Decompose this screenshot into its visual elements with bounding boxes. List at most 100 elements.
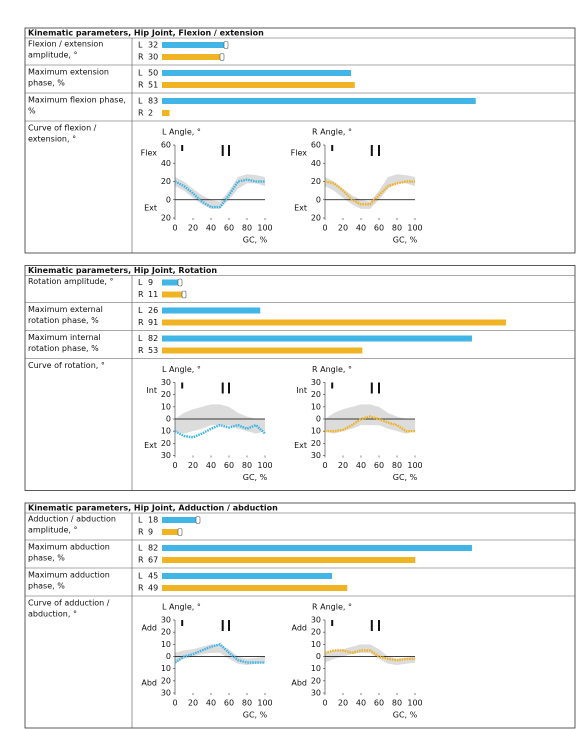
side-value: 26 — [148, 306, 158, 315]
y-tick-label: 30 — [311, 451, 321, 460]
norm-band — [175, 174, 265, 209]
norm-band — [325, 644, 415, 666]
norm-band — [175, 644, 265, 666]
row-label: Maximum adduction — [28, 571, 110, 580]
x-tick-label: 20 — [188, 699, 198, 708]
y-tick-label: 20 — [161, 177, 171, 186]
bar — [162, 70, 351, 76]
y-tick-label: 30 — [161, 616, 171, 625]
x-tick-label: 0 — [322, 699, 327, 708]
y-tick-label: 60 — [311, 141, 321, 150]
row-label: Flexion / extension — [28, 40, 103, 49]
y-tick-label: 0 — [166, 195, 171, 204]
bar — [162, 42, 226, 48]
y-label-bottom: Ext — [144, 441, 157, 450]
y-label-top: Int — [296, 386, 307, 395]
side-value: 82 — [148, 334, 158, 343]
x-label: GC, % — [393, 473, 418, 482]
chart-title: L Angle, ° — [162, 128, 201, 137]
event-marker — [181, 620, 184, 626]
row-label: phase, % — [28, 79, 65, 88]
event-marker — [370, 382, 373, 394]
side-letter: R — [138, 290, 144, 299]
row-label: Maximum abduction — [28, 543, 110, 552]
side-letter: L — [138, 544, 143, 553]
chart-title: R Angle, ° — [312, 603, 352, 612]
bar — [162, 557, 416, 563]
x-tick-label: 0 — [172, 699, 177, 708]
x-label: GC, % — [243, 473, 268, 482]
y-tick-label: 10 — [311, 427, 321, 436]
bar — [162, 545, 472, 551]
side-letter: R — [138, 109, 144, 118]
x-tick-label: 40 — [206, 461, 216, 470]
bar — [162, 347, 363, 354]
x-tick-label: 100 — [407, 699, 422, 708]
row-label: Maximum extension — [28, 68, 109, 77]
bar-end-marker — [181, 290, 187, 299]
x-tick-label: 60 — [224, 224, 234, 233]
event-marker — [228, 620, 230, 631]
section-title: Kinematic parameters, Hip Joint, Rotatio… — [28, 266, 217, 275]
section-frame — [24, 265, 576, 491]
side-letter: L — [138, 572, 143, 581]
section-title: Kinematic parameters, Hip Joint, Adducti… — [28, 504, 278, 513]
x-tick-label: 60 — [224, 461, 234, 470]
section-title: Kinematic parameters, Hip Joint, Flexion… — [28, 29, 264, 38]
side-value: 30 — [148, 53, 158, 62]
x-tick-label: 20 — [338, 461, 348, 470]
side-letter: L — [138, 69, 143, 78]
side-value: 45 — [148, 572, 158, 581]
x-tick-label: 40 — [356, 461, 366, 470]
side-letter: R — [138, 528, 144, 537]
bar — [162, 319, 506, 326]
y-tick-label: 20 — [311, 177, 321, 186]
y-tick-label: 40 — [311, 159, 321, 168]
bar — [162, 335, 472, 342]
side-letter: R — [138, 556, 144, 565]
x-tick-label: 0 — [322, 224, 327, 233]
x-tick-label: 20 — [188, 224, 198, 233]
bar-end-marker — [219, 53, 225, 61]
y-tick-label: 60 — [161, 141, 171, 150]
side-letter: L — [138, 334, 143, 343]
y-tick-label: 30 — [161, 689, 171, 698]
x-tick-label: 20 — [338, 699, 348, 708]
y-tick-label: 10 — [161, 640, 171, 649]
bar — [162, 54, 222, 60]
y-tick-label: 20 — [161, 676, 171, 685]
side-letter: L — [138, 306, 143, 315]
x-tick-label: 80 — [242, 461, 252, 470]
x-tick-label: 100 — [407, 461, 422, 470]
bar — [162, 82, 355, 88]
y-tick-label: 0 — [316, 415, 321, 424]
chart-title: R Angle, ° — [312, 365, 352, 374]
row-label: phase, % — [28, 582, 65, 591]
x-tick-label: 80 — [392, 699, 402, 708]
curve — [324, 180, 415, 206]
y-tick-label: 10 — [161, 664, 171, 673]
event-marker — [378, 620, 380, 631]
y-tick-label: 20 — [311, 439, 321, 448]
y-label-top: Int — [146, 386, 157, 395]
curve — [174, 423, 266, 439]
curve — [174, 643, 265, 664]
side-value: 91 — [148, 318, 158, 327]
x-tick-label: 80 — [392, 461, 402, 470]
y-tick-label: 30 — [311, 689, 321, 698]
side-value: 53 — [148, 346, 158, 355]
bar — [162, 529, 180, 535]
row-label: Curve of flexion / — [28, 124, 97, 133]
side-value: 32 — [148, 41, 158, 50]
y-tick-label: 20 — [161, 214, 171, 223]
x-tick-label: 60 — [224, 699, 234, 708]
bar — [162, 98, 476, 104]
row-label: % — [28, 107, 36, 116]
event-marker — [228, 382, 230, 394]
x-label: GC, % — [393, 711, 418, 720]
y-label-bottom: Abd — [141, 679, 157, 688]
side-value: 9 — [148, 278, 153, 287]
x-tick-label: 20 — [338, 224, 348, 233]
y-tick-label: 0 — [166, 415, 171, 424]
